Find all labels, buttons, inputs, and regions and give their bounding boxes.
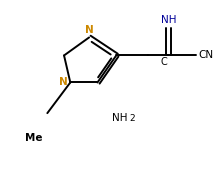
Text: NH: NH bbox=[112, 113, 128, 123]
Text: Me: Me bbox=[25, 133, 43, 143]
Text: N: N bbox=[59, 77, 68, 87]
Text: C: C bbox=[161, 57, 168, 67]
Text: NH: NH bbox=[161, 15, 176, 25]
Text: N: N bbox=[85, 25, 94, 35]
Text: CN: CN bbox=[198, 50, 213, 60]
Text: 2: 2 bbox=[130, 114, 135, 123]
